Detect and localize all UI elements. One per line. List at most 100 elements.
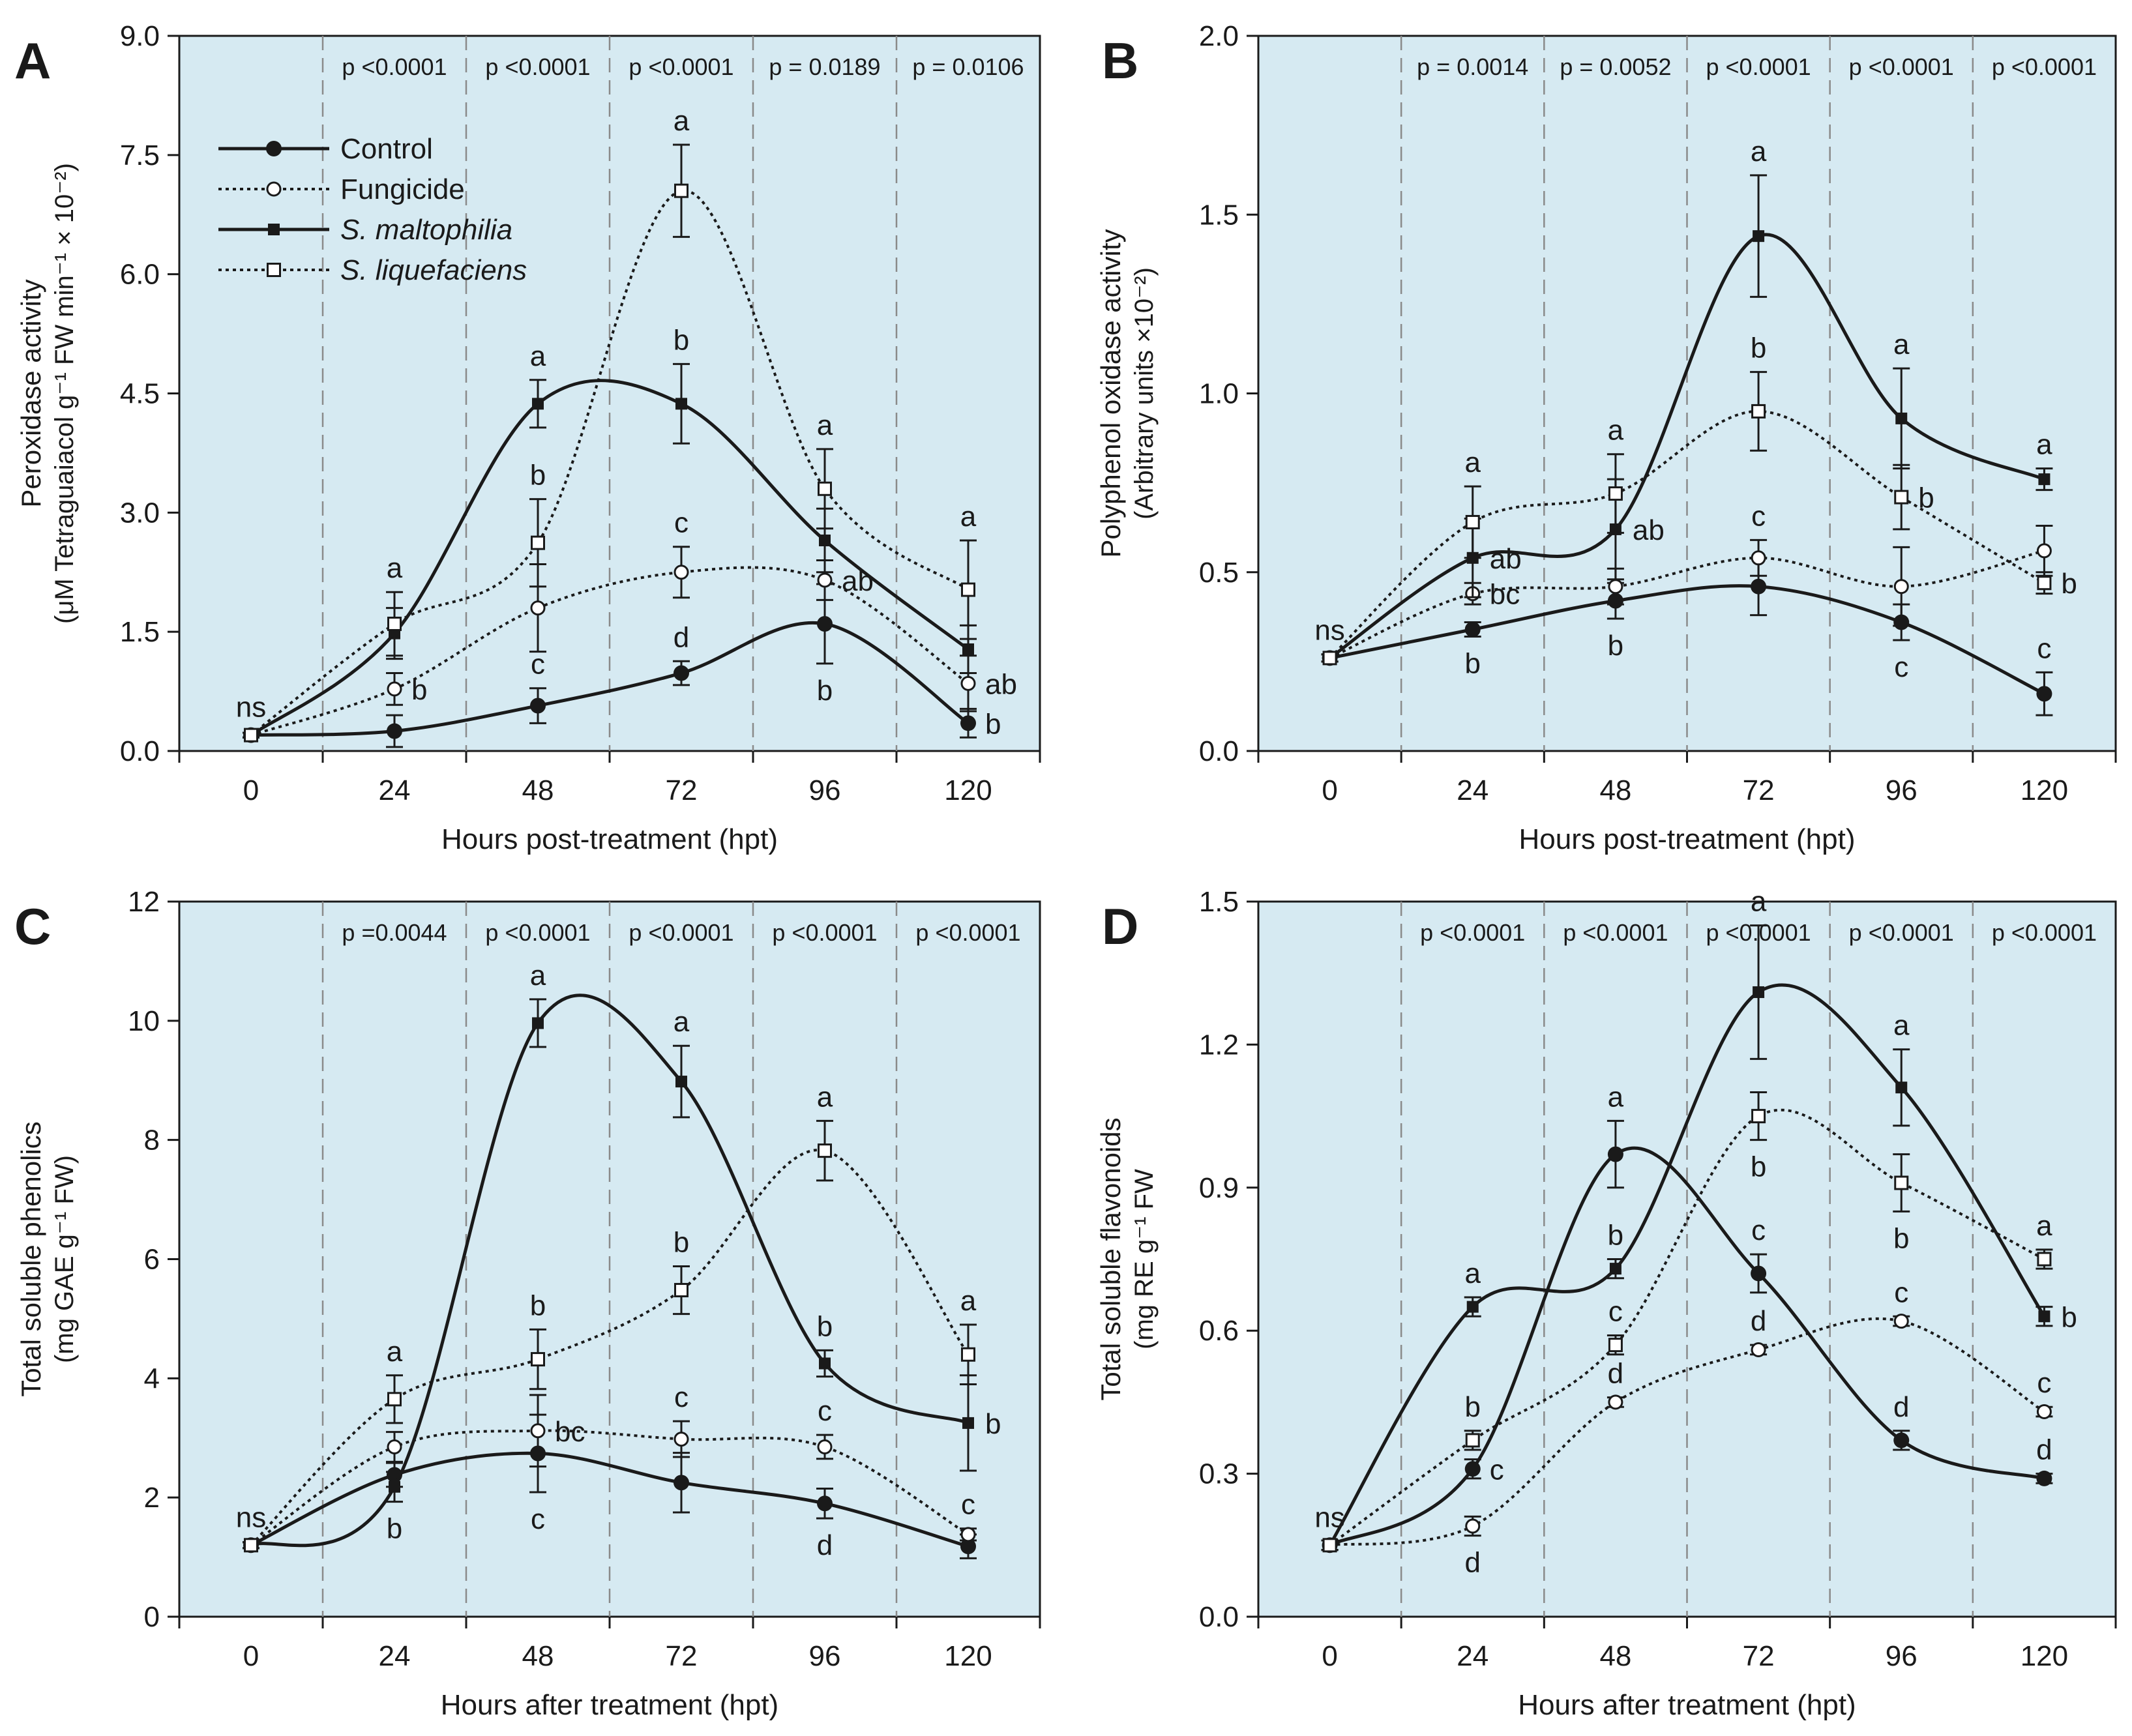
significance-letter: a — [1465, 1258, 1481, 1289]
x-tick-label: 72 — [666, 774, 698, 806]
significance-letter: ab — [985, 668, 1017, 700]
p-value-label: p <0.0001 — [772, 919, 877, 946]
y-axis-subtitle: (Arbitrary units ×10⁻²) — [1130, 267, 1159, 520]
y-tick-label: 8 — [144, 1125, 160, 1156]
p-value-label: p <0.0001 — [915, 919, 1020, 946]
y-axis-title: Total soluble phenolics — [16, 1121, 46, 1397]
data-point — [2037, 1252, 2052, 1267]
significance-letter: b — [817, 1310, 833, 1342]
p-value-label: p <0.0001 — [1849, 919, 1954, 946]
data-point — [532, 398, 544, 410]
y-tick-label: 9.0 — [120, 20, 160, 52]
significance-letter: d — [674, 621, 689, 653]
panel-c: p =0.0044 p <0.0001 p <0.0001 p <0.0001 p <0… — [14, 886, 1041, 1721]
data-point — [674, 665, 689, 681]
y-tick-label: 0.9 — [1199, 1172, 1239, 1204]
data-point — [1465, 1518, 1481, 1534]
data-point — [1608, 486, 1623, 501]
data-point — [674, 1432, 689, 1447]
data-point — [1751, 1342, 1766, 1357]
significance-letter: d — [1893, 1391, 1909, 1423]
series-line — [250, 1149, 970, 1546]
y-tick-label: 7.5 — [120, 140, 160, 171]
data-point — [817, 1495, 833, 1512]
x-tick-label: 0 — [1322, 774, 1337, 806]
data-point — [1464, 621, 1481, 638]
data-point — [961, 582, 975, 597]
data-point — [1751, 1265, 1767, 1282]
p-value-label: p <0.0001 — [485, 919, 590, 946]
significance-letter: b — [985, 708, 1001, 740]
significance-letter: b — [1608, 1220, 1623, 1252]
data-point — [1608, 1338, 1623, 1353]
significance-letter: a — [2036, 429, 2052, 461]
data-point — [1322, 1538, 1337, 1553]
significance-letter: b — [387, 1513, 402, 1545]
y-tick-label: 0.3 — [1199, 1458, 1239, 1490]
y-tick-label: 4 — [144, 1362, 160, 1394]
series-fungicide: d d d c c — [1321, 1276, 2053, 1579]
significance-letter: d — [1465, 1547, 1481, 1579]
data-point — [1609, 1263, 1621, 1275]
series-line — [1329, 409, 2045, 659]
data-point — [674, 183, 688, 198]
p-value-label: p <0.0001 — [1992, 53, 2097, 80]
significance-letter: c — [674, 1381, 688, 1413]
significance-letter: b — [674, 324, 689, 356]
y-tick-label: 1.5 — [1199, 886, 1239, 918]
data-point — [960, 1538, 976, 1555]
data-point — [387, 1392, 402, 1407]
panel-letter: D — [1102, 898, 1138, 955]
p-value-label: p <0.0001 — [629, 919, 733, 946]
data-point — [2036, 686, 2052, 702]
data-point — [674, 1475, 689, 1491]
significance-letter: c — [1894, 651, 1908, 683]
data-point — [244, 1538, 258, 1553]
panel-letter: A — [14, 32, 51, 89]
significance-letter: a — [1751, 886, 1767, 918]
significance-letter: a — [960, 1285, 977, 1317]
significance-letter: b — [530, 1289, 546, 1321]
panel-letter: C — [14, 898, 51, 955]
series-line — [250, 621, 970, 737]
x-tick-label: 72 — [666, 1640, 698, 1672]
x-axis-title: Hours post-treatment (hpt) — [1519, 823, 1856, 855]
x-axis-title: Hours after treatment (hpt) — [1518, 1689, 1856, 1721]
data-point — [2036, 1404, 2052, 1420]
significance-letter: c — [2037, 1367, 2051, 1399]
p-value-label: p <0.0001 — [342, 53, 447, 80]
data-point — [1895, 412, 1908, 424]
x-tick-label: 0 — [1322, 1640, 1337, 1672]
data-point — [387, 723, 402, 739]
significance-letter: c — [1490, 1454, 1504, 1486]
data-point — [387, 681, 402, 697]
data-point — [675, 398, 687, 410]
x-tick-label: 24 — [1457, 774, 1488, 806]
significance-letter: ab — [1490, 543, 1522, 575]
data-point — [532, 1017, 544, 1029]
y-tick-label: 12 — [128, 886, 160, 918]
significance-letter: b — [1751, 332, 1766, 364]
significance-letter: d — [2036, 1434, 2052, 1466]
y-tick-label: 1.5 — [1199, 199, 1239, 231]
x-tick-label: 48 — [522, 774, 554, 806]
data-point — [960, 1527, 976, 1542]
legend-entry: Fungicide — [340, 173, 465, 205]
y-tick-label: 6.0 — [120, 259, 160, 291]
data-point — [387, 1439, 402, 1454]
significance-letter: b — [2061, 1301, 2077, 1333]
significance-letter: bc — [555, 1416, 585, 1448]
significance-letter: a — [387, 552, 403, 584]
y-axis-title: Peroxidase activity — [16, 279, 46, 507]
data-point — [1894, 490, 1909, 505]
significance-letter: c — [1751, 1214, 1766, 1246]
x-axis-title: Hours post-treatment (hpt) — [441, 823, 778, 855]
p-value-label: p <0.0001 — [629, 53, 733, 80]
data-point — [530, 600, 546, 616]
y-tick-label: 2.0 — [1199, 20, 1239, 52]
legend-marker — [267, 263, 281, 277]
panel-b: p = 0.0014 p = 0.0052 p <0.0001 p <0.0001 p … — [1095, 20, 2117, 855]
